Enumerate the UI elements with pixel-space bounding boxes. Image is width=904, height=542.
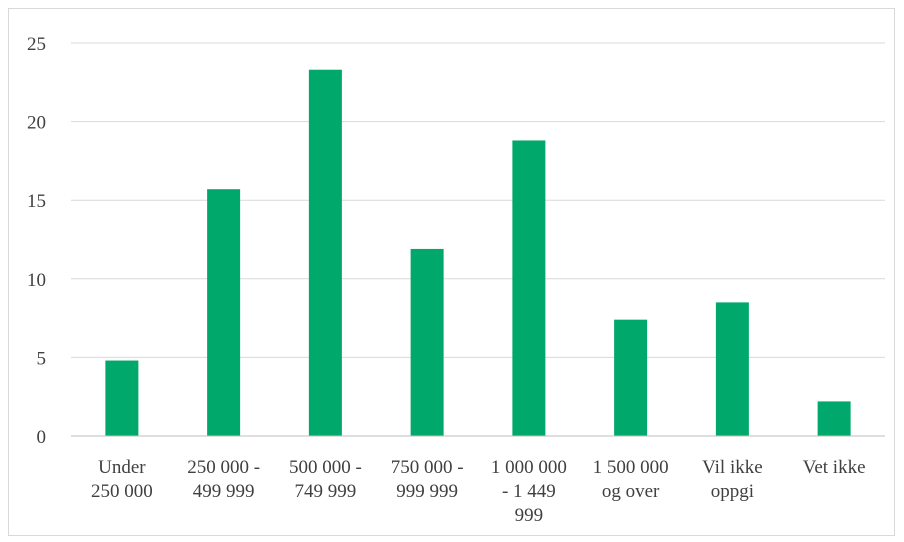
x-category-line: 1 500 000	[593, 457, 669, 478]
x-category-line: Vet ikke	[803, 457, 866, 478]
x-category-line: 250 000	[91, 481, 153, 502]
x-category-label: Vet ikke	[803, 457, 866, 478]
x-category-line: Vil ikke	[702, 457, 763, 478]
chart-frame	[8, 8, 895, 536]
bar-3	[410, 248, 444, 436]
x-category-line: 500 000 -	[289, 457, 362, 478]
x-category-label: 750 000 - 999 999	[391, 457, 464, 502]
y-axis-ticks: 0 5 10 15 20 25	[27, 34, 46, 448]
x-axis-categories: Under 250 000 250 000 - 499 999 500 000 - 749…	[91, 457, 866, 526]
x-category-line: 1 000 000	[491, 457, 567, 478]
x-category-label: 1 500 000 og over	[593, 457, 669, 502]
y-tick-label: 15	[27, 191, 46, 212]
x-category-label: 1 000 000 - 1 449 999	[491, 457, 567, 526]
x-category-line: 499 999	[193, 481, 255, 502]
x-category-line: oppgi	[711, 481, 754, 502]
bar-5	[614, 319, 648, 436]
x-category-label: 250 000 - 499 999	[187, 457, 260, 502]
x-category-label: Vil ikke oppgi	[702, 457, 763, 502]
y-tick-label: 10	[27, 270, 46, 291]
y-tick-label: 5	[37, 348, 47, 369]
x-category-line: 250 000 -	[187, 457, 260, 478]
x-category-line: - 1 449	[502, 481, 556, 502]
bar-0	[105, 360, 139, 436]
y-tick-label: 20	[27, 113, 46, 134]
y-tick-label: 0	[37, 427, 47, 448]
x-category-line: 999	[515, 505, 544, 526]
x-category-line: 749 999	[295, 481, 357, 502]
x-category-label: Under 250 000	[91, 457, 153, 502]
x-category-line: 999 999	[396, 481, 458, 502]
x-category-label: 500 000 - 749 999	[289, 457, 362, 502]
gridlines	[71, 42, 885, 358]
bar-1	[207, 189, 241, 436]
bar-7	[817, 401, 851, 436]
bar-4	[512, 140, 546, 437]
x-category-line: og over	[602, 481, 660, 502]
bar-6	[715, 302, 749, 436]
y-tick-label: 25	[27, 34, 46, 55]
bars	[105, 69, 851, 437]
x-category-line: Under	[98, 457, 146, 478]
x-category-line: 750 000 -	[391, 457, 464, 478]
bar-2	[308, 69, 342, 436]
